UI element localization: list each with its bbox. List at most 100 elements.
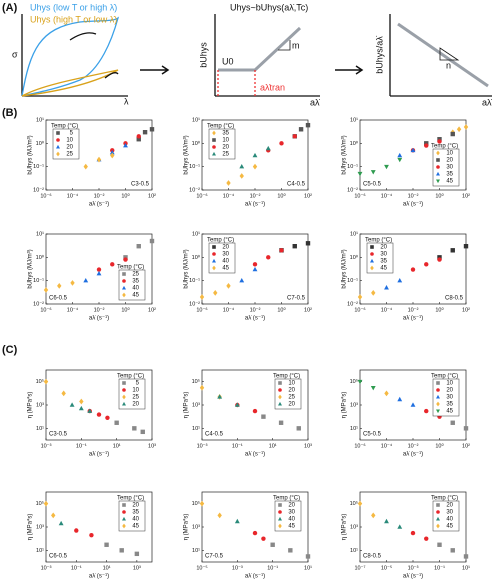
point [109,149,115,155]
point [149,127,155,132]
x-tick-label: 10⁰ [121,306,130,313]
y-axis-label: η (MPa*s) [342,392,348,419]
legend-label: 40 [132,286,139,292]
point [83,278,89,283]
y-axis-label: bUhys (MJ/m³) [28,249,34,288]
x-tick-label: 10⁰ [435,192,444,199]
point [292,134,297,139]
point [370,386,376,391]
legend-label: 45 [132,293,139,299]
legend-label: 10 [446,151,453,157]
plot-label: C5-0.5 [363,182,382,188]
axis-label: bUhys [198,42,208,68]
x-axis-label: aλ̇ (s⁻¹) [245,452,265,458]
legend-label: 30 [288,510,295,516]
y-tick-label: 10⁵ [192,378,200,385]
point [78,405,84,411]
legend-label: 20 [132,402,139,408]
point [266,255,271,260]
legend-marker [122,285,126,290]
legend-label: 30 [222,252,229,258]
x-tick-label: 10⁻² [408,443,419,449]
point [142,130,148,135]
x-tick-label: 10³ [304,443,312,449]
x-tick-label: 10⁰ [277,306,286,313]
plot-label: C7-0.5 [287,296,306,302]
plot-label: C3-0.5 [131,182,150,188]
point [239,164,245,169]
x-tick-label: 10¹ [304,565,312,571]
x-tick-label: 10¹ [462,565,470,571]
y-tick-label: 10¹ [350,548,358,554]
y-tick-label: 10⁰ [36,140,45,147]
point [410,402,416,407]
point [261,536,266,541]
legend-label: 45 [222,266,229,272]
legend-title: Temp (°C) [273,374,300,380]
x-tick-label: 10⁻² [408,193,419,199]
legend-marker [122,292,126,298]
y-tick-label: 10³ [192,402,200,408]
legend-marker [122,272,126,276]
legend-marker [212,258,216,263]
legend-marker [370,252,374,256]
arrow [104,72,119,79]
point [199,500,205,507]
point [136,137,141,142]
point [69,402,75,407]
y-axis-label: bUhys (MJ/m³) [342,249,348,288]
axis-label: aλ̇ [310,97,321,107]
legend-label: 45 [446,524,453,530]
x-tick-label: 10⁻⁶ [40,192,51,199]
legend-label: 30 [446,510,453,516]
point [384,164,389,170]
y-tick-label: 10⁵ [350,378,358,385]
x-tick-label: 10⁻⁵ [381,564,392,571]
y-tick-label: 10⁻¹ [189,278,200,284]
x-tick-label: 10⁰ [435,306,444,313]
legend-marker [122,523,126,529]
axis-label: aλ̇ [482,97,493,107]
legend-marker [122,510,126,514]
legend-title: Temp (°C) [117,374,144,380]
legend-marker [122,394,126,400]
x-tick-label: 10⁻⁴ [381,192,393,199]
legend-label: 20 [446,388,453,394]
legend-title: Temp (°C) [117,496,144,502]
axis-label: σ [12,49,18,59]
point [410,530,416,536]
legend-label: 25 [132,395,139,401]
point [252,163,258,170]
schematic-title: Uhys~bUhys(aλ̇,Tc) [230,2,308,12]
plot-label: C7-0.5 [205,554,224,560]
legend-marker [212,265,216,271]
legend-label: 5 [70,131,74,137]
legend-marker [436,171,440,176]
point [261,414,266,419]
y-tick-label: 10¹ [36,548,44,554]
x-tick-label: 10⁻¹ [232,443,243,449]
legend-title: Temp (°C) [365,238,392,244]
y-tick-label: 10⁻¹ [33,164,44,170]
legend-marker [436,401,440,407]
x-tick-label: 10⁻⁴ [67,306,79,313]
legend-label: 35 [446,402,453,408]
point [83,163,88,170]
point [134,551,140,557]
legend-marker [436,388,440,392]
y-tick-label: 10¹ [36,426,44,432]
point [96,271,102,276]
point [79,398,84,405]
legend-label: 30 [380,252,387,258]
point [456,126,462,133]
slope [278,40,291,51]
legend-label: 25 [288,395,295,401]
legend-label: 40 [222,259,229,265]
x-tick-label: 10⁻⁴ [381,442,393,449]
legend-label: 20 [222,145,229,151]
point [278,420,284,425]
point [397,157,403,163]
x-tick-label: 10⁻⁶ [196,192,207,199]
point [217,394,223,399]
x-axis-label: aλ̇ (s⁻¹) [403,316,423,322]
